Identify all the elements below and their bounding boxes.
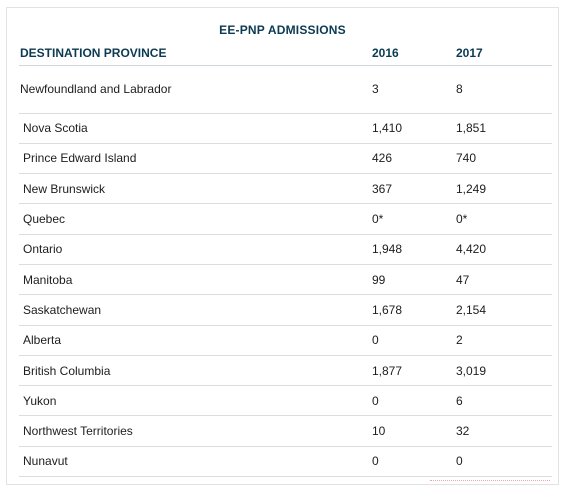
value-2017-cell: 2,154 (456, 294, 552, 326)
value-2016-cell: 1,948 (372, 234, 456, 265)
header-2017: 2017 (456, 41, 552, 66)
value-2016-cell: 10 (372, 415, 456, 447)
province-cell: Nova Scotia (19, 113, 372, 144)
province-cell: Yukon (19, 385, 372, 417)
table-row: Manitoba 99 47 (19, 264, 552, 296)
admissions-table-card: EE-PNP ADMISSIONS DESTINATION PROVINCE 2… (6, 7, 559, 485)
value-2016-cell: 367 (372, 173, 456, 205)
table-row: Nunavut 0 0 (19, 446, 552, 478)
table-row: Northwest Territories 10 32 (19, 415, 552, 447)
province-cell: Prince Edward Island (19, 143, 372, 175)
value-2017-cell: 47 (456, 264, 552, 296)
header-2016: 2016 (372, 41, 456, 66)
table-row: Alberta 0 2 (19, 325, 552, 356)
value-2016-cell: 99 (372, 264, 456, 296)
value-2016-cell: 0 (372, 446, 456, 478)
table-row: Quebec 0* 0* (19, 203, 552, 235)
province-cell: Manitoba (19, 264, 372, 296)
province-cell: Northwest Territories (19, 415, 372, 447)
value-2016-cell: 0 (372, 325, 456, 356)
value-2016-cell: 426 (372, 143, 456, 175)
province-cell: New Brunswick (19, 173, 372, 205)
province-cell: Saskatchewan (19, 294, 372, 326)
table-row: Newfoundland and Labrador 3 8 (19, 65, 552, 114)
header-destination-province: DESTINATION PROVINCE (19, 41, 372, 66)
faint-watermark-mark (430, 476, 550, 484)
table-row: Nova Scotia 1,410 1,851 (19, 113, 552, 144)
value-2017-cell: 0* (456, 203, 552, 235)
value-2016-cell: 3 (372, 65, 456, 114)
value-2016-cell: 0 (372, 385, 456, 417)
admissions-table: DESTINATION PROVINCE 2016 2017 Newfoundl… (19, 41, 552, 478)
value-2017-cell: 0 (456, 446, 552, 478)
province-cell: Alberta (19, 325, 372, 356)
table-row: Yukon 0 6 (19, 385, 552, 417)
value-2016-cell: 0* (372, 203, 456, 235)
value-2016-cell: 1,678 (372, 294, 456, 326)
province-cell: Newfoundland and Labrador (19, 65, 372, 114)
table-row: British Columbia 1,877 3,019 (19, 355, 552, 387)
value-2017-cell: 8 (456, 65, 552, 114)
value-2017-cell: 32 (456, 415, 552, 447)
table-row: Saskatchewan 1,678 2,154 (19, 294, 552, 326)
value-2017-cell: 1,851 (456, 113, 552, 144)
value-2017-cell: 2 (456, 325, 552, 356)
table-row: New Brunswick 367 1,249 (19, 173, 552, 205)
value-2017-cell: 1,249 (456, 173, 552, 205)
table-row: Ontario 1,948 4,420 (19, 234, 552, 265)
value-2016-cell: 1,877 (372, 355, 456, 387)
value-2017-cell: 740 (456, 143, 552, 175)
table-header-row: DESTINATION PROVINCE 2016 2017 (19, 41, 552, 66)
value-2016-cell: 1,410 (372, 113, 456, 144)
province-cell: Quebec (19, 203, 372, 235)
value-2017-cell: 3,019 (456, 355, 552, 387)
province-cell: British Columbia (19, 355, 372, 387)
table-title: EE-PNP ADMISSIONS (219, 23, 346, 37)
province-cell: Ontario (19, 234, 372, 265)
province-cell: Nunavut (19, 446, 372, 478)
value-2017-cell: 6 (456, 385, 552, 417)
value-2017-cell: 4,420 (456, 234, 552, 265)
table-row: Prince Edward Island 426 740 (19, 143, 552, 175)
